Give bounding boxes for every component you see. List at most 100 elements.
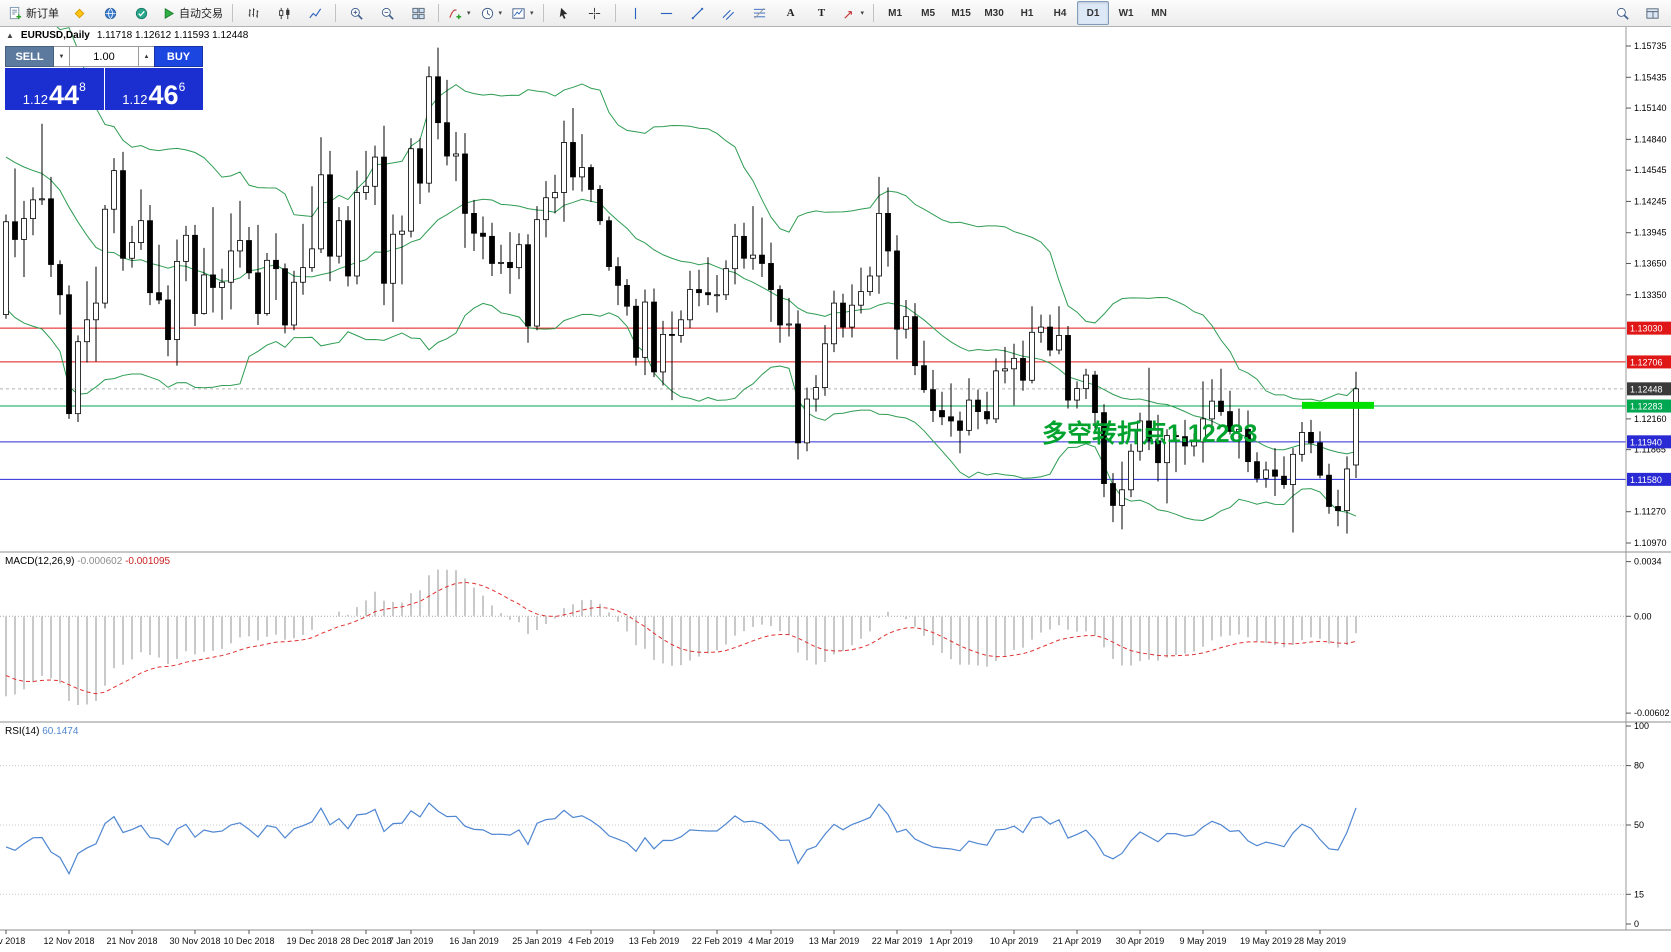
timeframe-h1-button[interactable]: H1 [1020,7,1034,19]
windows-button[interactable] [1637,1,1667,25]
timeframe-mn-button[interactable]: MN [1151,7,1167,19]
timeframe-w1-button[interactable]: W1 [1118,7,1134,19]
time-label: 10 Apr 2019 [990,936,1039,946]
rsi-tick: 15 [1634,889,1644,899]
price-marker-label: 1.12448 [1630,384,1663,394]
macd-signal-line [5,581,1357,695]
volume-input[interactable] [69,46,139,67]
text-label-button[interactable]: T [807,1,837,25]
price-tick: 1.15140 [1634,103,1667,113]
cursor-icon [556,6,571,21]
line-chart-icon [308,6,323,21]
price-scale: 1.15735 1.15435 1.15140 1.14840 1.14545 1.142… [1626,41,1671,548]
ohlc-values: 1.11718 1.12612 1.11593 1.12448 [96,30,249,41]
price-marker [1627,399,1671,413]
time-label: 30 Apr 2019 [1116,936,1165,946]
time-label: 25 Jan 2019 [512,936,562,946]
signals-button[interactable] [126,1,156,25]
zoom-in-icon [349,6,364,21]
time-label: 30 Nov 2018 [169,936,220,946]
chart-annotation-text[interactable]: 多空转折点1.12283 [1042,420,1258,448]
price-marker [1627,472,1671,486]
templates-button[interactable]: ▾ [507,1,538,25]
market-icon [72,6,87,21]
rsi-tick: 100 [1634,721,1649,731]
bar-chart-button[interactable] [238,1,268,25]
timeframe-m30-button[interactable]: M30 [984,7,1004,19]
bollinger-upper-band [56,27,1357,402]
price-marker-label: 1.12283 [1630,402,1663,412]
timeframe-m15-button[interactable]: M15 [951,7,971,19]
price-tick: 1.11865 [1634,445,1666,455]
toolbar-separator [873,4,875,22]
time-label: 19 May 2019 [1240,936,1292,946]
chevron-down-icon: ▾ [467,10,471,17]
macd-histogram [5,569,1357,705]
bid-pipette: 8 [79,80,86,94]
arrows-button[interactable]: ▾ [838,1,869,25]
community-button[interactable] [95,1,125,25]
macd-tick: 0.00 [1634,611,1652,621]
sell-button[interactable]: SELL [5,46,54,67]
arrows-icon [842,6,857,21]
bid-price-panel[interactable]: 1.12 44 8 [5,68,104,110]
trendline-icon [690,6,705,21]
ask-big-digits: 46 [148,80,179,111]
line-chart-button[interactable] [300,1,330,25]
time-label: 9 May 2019 [1179,936,1226,946]
chart-background [0,27,1671,952]
auto-trading-button[interactable]: 自动交易 [157,1,227,25]
tile-windows-button[interactable] [403,1,433,25]
time-axis[interactable]: Nov 2018 12 Nov 2018 21 Nov 2018 30 Nov 201… [0,930,1346,946]
volume-down-button[interactable]: ▼ [54,46,69,67]
price-tick: 1.14245 [1634,196,1667,206]
price-tick: 1.15435 [1634,72,1667,82]
ask-price-panel[interactable]: 1.12 46 6 [104,68,203,111]
timeframe-m1-button[interactable]: M1 [888,7,903,19]
toolbar-separator [335,4,336,22]
time-label: 13 Feb 2019 [629,936,680,946]
macd-main-value: -0.000602 [77,556,123,567]
timeframe-m5-button[interactable]: M5 [921,7,936,19]
horizontal-line-button[interactable] [652,1,682,25]
vertical-line-button[interactable] [621,1,651,25]
new-order-button[interactable]: 新订单 [4,1,63,25]
zoom-in-button[interactable] [341,1,371,25]
rsi-tick: 50 [1634,820,1644,830]
price-marker [1627,382,1671,396]
cursor-button[interactable] [549,1,579,25]
price-tick: 1.14545 [1634,165,1667,175]
volume-up-button[interactable]: ▲ [139,46,154,67]
periods-icon [480,6,495,21]
timeframe-h4-button[interactable]: H4 [1053,7,1067,19]
indicators-button[interactable]: ▾ [444,1,475,25]
macd-panel: 0.0034 0.00 -0.00602 [0,557,1670,718]
rsi-tick: 0 [1634,919,1639,929]
rsi-tick: 80 [1634,761,1644,771]
horizontal-line-icon [659,6,674,21]
time-label: 7 Jan 2019 [389,936,434,946]
price-tick: 1.10970 [1634,538,1667,548]
text-button[interactable]: A [776,1,806,25]
candlestick-button[interactable] [269,1,299,25]
bid-big-digits: 44 [49,80,80,111]
buy-button[interactable]: BUY [154,46,203,67]
candlestick-icon [277,6,292,21]
crosshair-button[interactable] [580,1,610,25]
symbol-period-label: EURUSD,Daily [20,30,90,41]
rsi-title: RSI(14) [5,726,40,737]
timeframe-d1-button[interactable]: D1 [1077,1,1110,25]
market-button[interactable] [64,1,94,25]
new-order-icon [8,6,23,21]
zoom-out-button[interactable] [372,1,402,25]
fibonacci-button[interactable] [745,1,775,25]
time-label: 10 Dec 2018 [223,936,274,946]
channel-button[interactable] [714,1,744,25]
search-button[interactable] [1607,1,1637,25]
periods-button[interactable]: ▾ [476,1,507,25]
trendline-button[interactable] [683,1,713,25]
text-glyph: A [786,7,795,19]
one-click-toggle-icon[interactable]: ▲ [6,31,14,40]
toolbar-separator [438,4,439,22]
